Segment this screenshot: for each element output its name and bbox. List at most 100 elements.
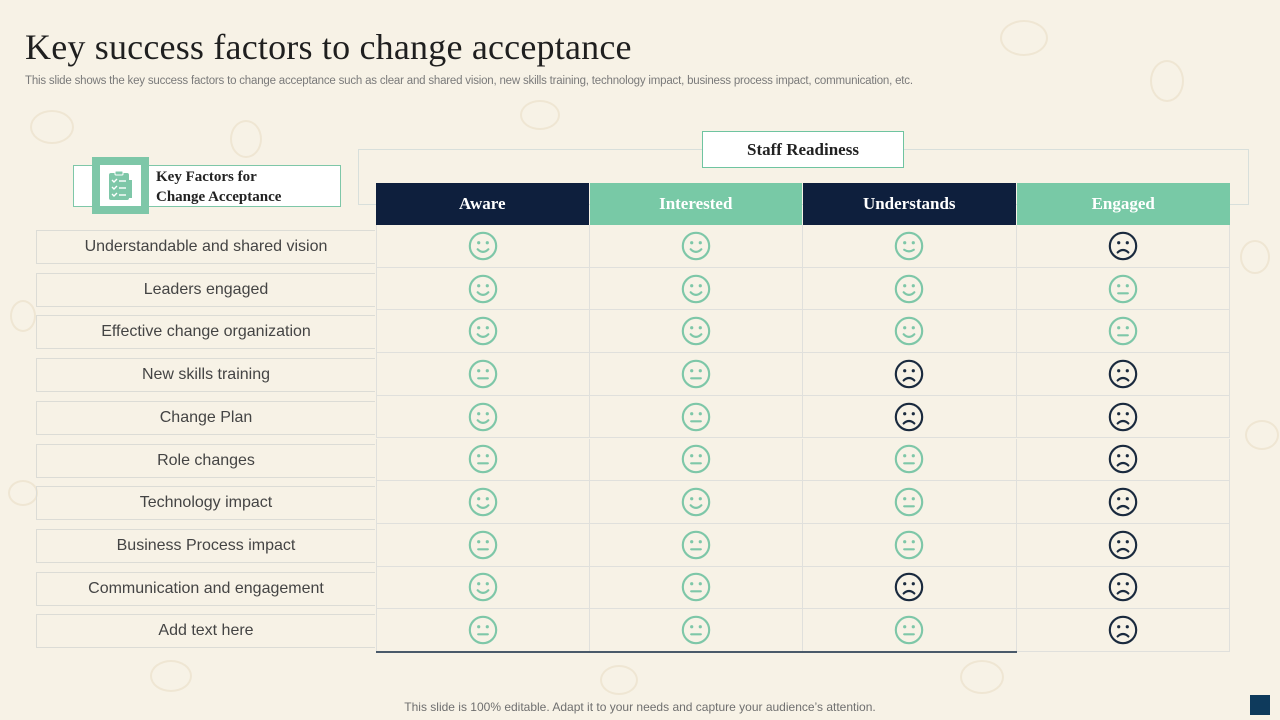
readiness-cell xyxy=(1016,566,1230,610)
readiness-cell xyxy=(803,481,1017,524)
neutral-face-icon xyxy=(681,615,711,645)
happy-face-icon xyxy=(894,231,924,261)
readiness-cell xyxy=(1016,267,1230,311)
neutral-face-icon xyxy=(681,402,711,432)
happy-face-icon xyxy=(468,231,498,261)
neutral-face-icon xyxy=(468,530,498,560)
sad-face-icon xyxy=(1108,530,1138,560)
readiness-cell xyxy=(376,353,590,396)
happy-face-icon xyxy=(468,487,498,517)
happy-face-icon xyxy=(894,316,924,346)
corner-decoration xyxy=(1250,695,1270,715)
happy-face-icon xyxy=(681,274,711,304)
sad-face-icon xyxy=(1108,444,1138,474)
factor-row-label: Technology impact xyxy=(36,486,375,521)
readiness-cell xyxy=(589,395,803,439)
neutral-face-icon xyxy=(468,359,498,389)
readiness-cell xyxy=(376,481,590,524)
key-factors-label: Key Factors for Change Acceptance xyxy=(156,169,282,205)
neutral-face-icon xyxy=(681,444,711,474)
factor-row-label: Role changes xyxy=(36,443,375,478)
column-header-aware: Aware xyxy=(376,183,589,225)
readiness-cell xyxy=(1016,609,1230,652)
readiness-cell xyxy=(1016,395,1230,439)
readiness-cell xyxy=(803,267,1017,311)
readiness-cell xyxy=(803,438,1017,482)
factor-row-label: Effective change organization xyxy=(36,315,375,350)
factor-row-label: Leaders engaged xyxy=(36,272,375,307)
readiness-cell xyxy=(1016,438,1230,482)
readiness-cell xyxy=(1016,523,1230,567)
sad-face-icon xyxy=(894,572,924,602)
sad-face-icon xyxy=(1108,359,1138,389)
column-header-understands: Understands xyxy=(803,183,1016,225)
neutral-face-icon xyxy=(894,615,924,645)
readiness-cell xyxy=(1016,481,1230,524)
neutral-face-icon xyxy=(1108,316,1138,346)
staff-readiness-label: Staff Readiness xyxy=(702,131,904,168)
sad-face-icon xyxy=(1108,402,1138,432)
neutral-face-icon xyxy=(894,487,924,517)
readiness-cell xyxy=(376,523,590,567)
neutral-face-icon xyxy=(468,444,498,474)
readiness-cell xyxy=(589,438,803,482)
readiness-cell xyxy=(803,353,1017,396)
page-subtitle: This slide shows the key success factors… xyxy=(25,75,913,87)
readiness-cell xyxy=(803,609,1017,652)
neutral-face-icon xyxy=(1108,274,1138,304)
readiness-cell xyxy=(589,609,803,652)
readiness-cell xyxy=(803,523,1017,567)
readiness-grid: Aware Interested Understands Engaged xyxy=(376,183,1230,653)
readiness-cell xyxy=(589,353,803,396)
readiness-cell xyxy=(376,225,590,268)
column-header-interested: Interested xyxy=(589,183,802,225)
readiness-cell xyxy=(376,395,590,439)
readiness-cell xyxy=(803,566,1017,610)
happy-face-icon xyxy=(468,316,498,346)
key-factors-icon-frame xyxy=(92,157,149,214)
readiness-cell xyxy=(803,310,1017,354)
sad-face-icon xyxy=(1108,487,1138,517)
readiness-cell xyxy=(1016,310,1230,354)
sad-face-icon xyxy=(1108,231,1138,261)
page-title: Key success factors to change acceptance xyxy=(25,27,632,67)
sad-face-icon xyxy=(894,402,924,432)
factor-row-label: New skills training xyxy=(36,358,375,393)
neutral-face-icon xyxy=(681,572,711,602)
happy-face-icon xyxy=(681,487,711,517)
sad-face-icon xyxy=(1108,615,1138,645)
readiness-cell xyxy=(1016,225,1230,268)
checklist-icon xyxy=(108,170,132,200)
factor-row-label: Business Process impact xyxy=(36,528,375,563)
readiness-cell xyxy=(589,267,803,311)
readiness-cell xyxy=(589,523,803,567)
neutral-face-icon xyxy=(468,615,498,645)
readiness-cell xyxy=(376,438,590,482)
readiness-cell xyxy=(1016,353,1230,396)
neutral-face-icon xyxy=(681,530,711,560)
factor-row-label: Change Plan xyxy=(36,400,375,435)
neutral-face-icon xyxy=(681,359,711,389)
readiness-cell xyxy=(376,566,590,610)
happy-face-icon xyxy=(681,316,711,346)
readiness-cell xyxy=(803,225,1017,268)
readiness-cell xyxy=(589,225,803,268)
happy-face-icon xyxy=(468,572,498,602)
grid-bottom-rule xyxy=(376,651,1017,653)
column-header-engaged: Engaged xyxy=(1016,183,1230,225)
sad-face-icon xyxy=(1108,572,1138,602)
factor-row-label: Understandable and shared vision xyxy=(36,230,375,264)
readiness-cell xyxy=(376,310,590,354)
readiness-cell xyxy=(376,267,590,311)
happy-face-icon xyxy=(681,231,711,261)
readiness-cell xyxy=(589,566,803,610)
happy-face-icon xyxy=(894,274,924,304)
factor-row-label: Add text here xyxy=(36,614,375,649)
factor-row-label: Communication and engagement xyxy=(36,571,375,606)
happy-face-icon xyxy=(468,402,498,432)
readiness-cell xyxy=(589,310,803,354)
readiness-cell xyxy=(589,481,803,524)
readiness-cell xyxy=(803,395,1017,439)
neutral-face-icon xyxy=(894,444,924,474)
happy-face-icon xyxy=(468,274,498,304)
